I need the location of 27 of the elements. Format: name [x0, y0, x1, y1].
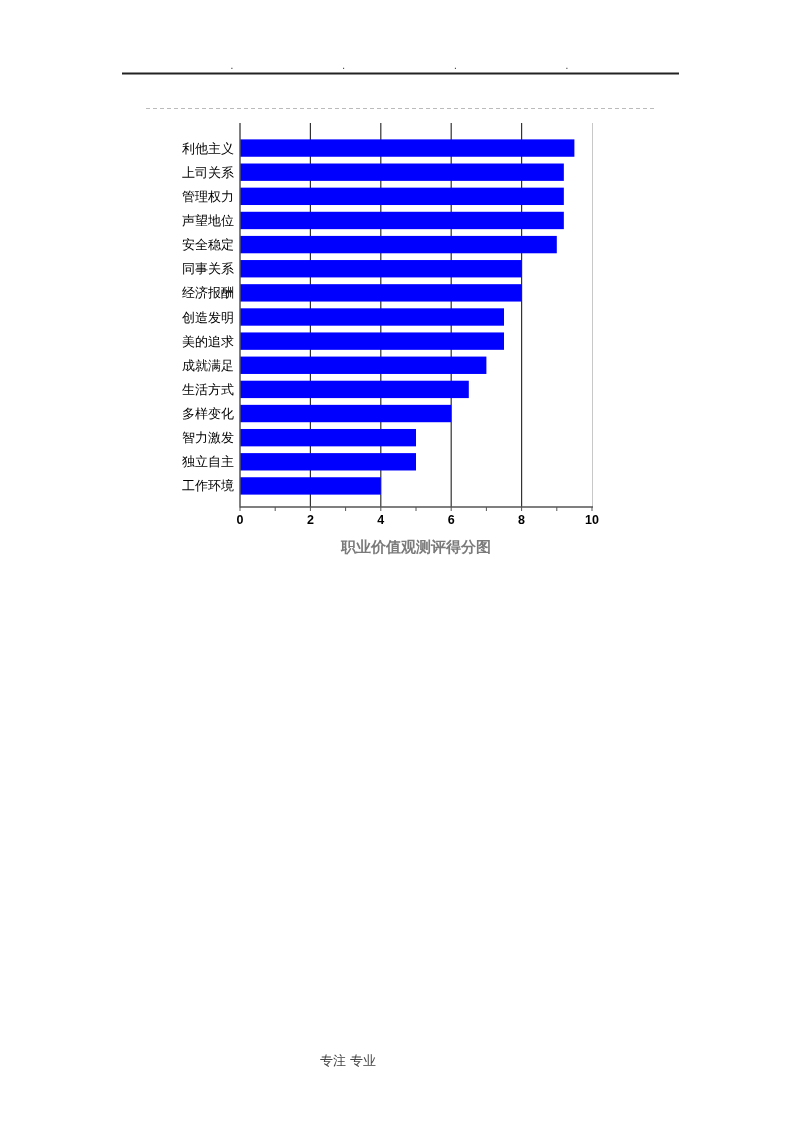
- x-tick-label: 10: [585, 513, 599, 527]
- text: .: [230, 60, 234, 71]
- x-tick-label: 2: [306, 513, 314, 527]
- y-tick-label: 创造发明: [182, 309, 234, 325]
- text: .: [453, 60, 457, 71]
- x-tick-label: 4: [377, 513, 385, 527]
- y-tick-label: 管理权力: [182, 188, 234, 204]
- text: .: [565, 60, 569, 71]
- y-tick-label: 安全稳定: [182, 237, 234, 253]
- text: 专注 专业: [320, 1053, 376, 1068]
- text: .: [342, 60, 346, 71]
- x-tick-label: 0: [236, 513, 244, 527]
- y-tick-label: 智力激发: [182, 430, 234, 446]
- y-tick-label: 经济报酬: [182, 285, 234, 301]
- y-tick-label: 利他主义: [182, 140, 234, 156]
- y-tick-label: 独立自主: [182, 454, 234, 470]
- y-tick-label: 同事关系: [182, 261, 234, 277]
- y-tick-label: 声望地位: [182, 212, 234, 228]
- y-tick-label: 生活方式: [182, 381, 234, 397]
- x-tick-label: 6: [447, 513, 455, 527]
- y-tick-label: 美的追求: [182, 333, 234, 349]
- text: 职业价值观测评得分图: [340, 539, 491, 555]
- x-tick-label: 8: [518, 513, 526, 527]
- y-tick-label: 成就满足: [182, 357, 234, 373]
- y-tick-label: 多样变化: [182, 406, 234, 422]
- y-tick-label: 上司关系: [182, 164, 234, 180]
- y-tick-label: 工作环境: [182, 478, 234, 494]
